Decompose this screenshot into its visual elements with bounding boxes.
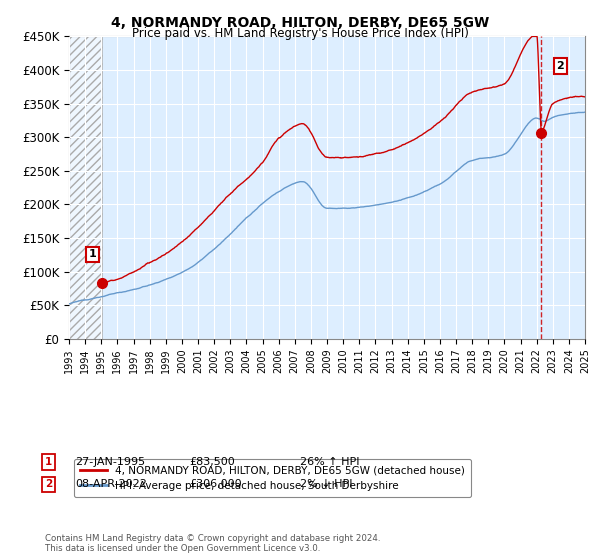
Legend: 4, NORMANDY ROAD, HILTON, DERBY, DE65 5GW (detached house), HPI: Average price, : 4, NORMANDY ROAD, HILTON, DERBY, DE65 5G… xyxy=(74,459,471,497)
Text: 2% ↓ HPI: 2% ↓ HPI xyxy=(300,479,353,489)
Text: Contains HM Land Registry data © Crown copyright and database right 2024.
This d: Contains HM Land Registry data © Crown c… xyxy=(45,534,380,553)
Text: 2: 2 xyxy=(556,61,564,71)
Text: 2: 2 xyxy=(45,479,52,489)
Text: 1: 1 xyxy=(45,457,52,467)
Text: Price paid vs. HM Land Registry's House Price Index (HPI): Price paid vs. HM Land Registry's House … xyxy=(131,27,469,40)
Text: £83,500: £83,500 xyxy=(189,457,235,467)
Text: £306,000: £306,000 xyxy=(189,479,242,489)
Text: 27-JAN-1995: 27-JAN-1995 xyxy=(75,457,145,467)
Text: 26% ↑ HPI: 26% ↑ HPI xyxy=(300,457,359,467)
Text: 08-APR-2022: 08-APR-2022 xyxy=(75,479,147,489)
Text: 1: 1 xyxy=(89,249,97,259)
Text: 4, NORMANDY ROAD, HILTON, DERBY, DE65 5GW: 4, NORMANDY ROAD, HILTON, DERBY, DE65 5G… xyxy=(111,16,489,30)
